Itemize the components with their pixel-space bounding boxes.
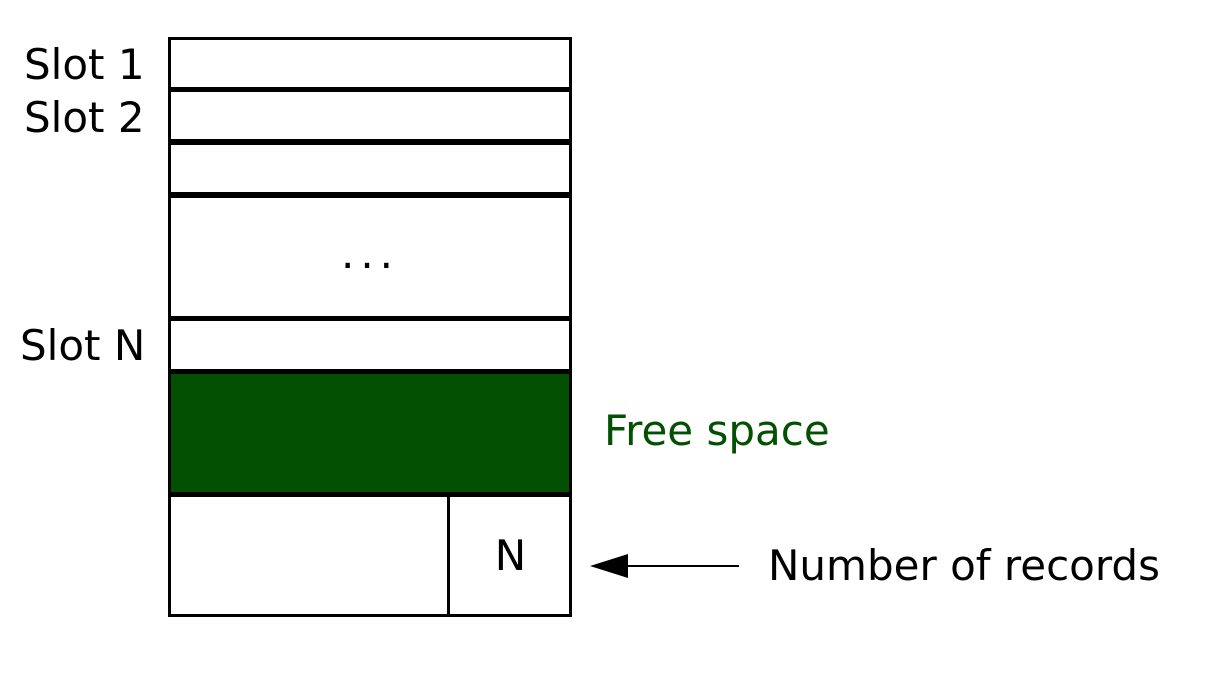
slot-n-label: Slot N: [20, 321, 146, 370]
free-space-box: [168, 371, 572, 495]
slot-n-box: [168, 318, 572, 372]
record-count-box: [447, 494, 572, 617]
ellipsis-text: ...: [340, 228, 400, 278]
slot-1-box: [168, 37, 572, 90]
slot-2-label: Slot 2: [24, 93, 145, 142]
slot-2-box: [168, 89, 572, 142]
free-space-label: Free space: [604, 406, 830, 455]
record-count-description: Number of records: [768, 541, 1160, 590]
ellipsis-box: [168, 195, 572, 319]
slot-1-label: Slot 1: [24, 40, 145, 89]
pointer-arrow-icon: [590, 554, 739, 578]
slot-3-box: [168, 142, 572, 195]
record-count-symbol: N: [494, 531, 527, 580]
